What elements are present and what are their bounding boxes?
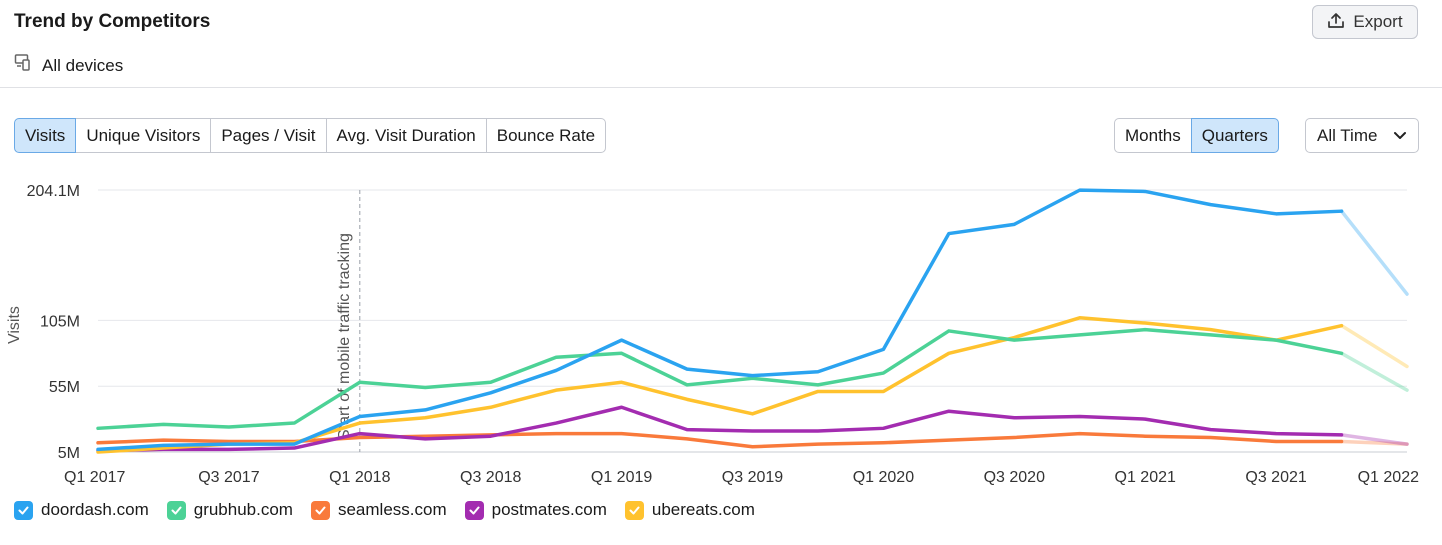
annotation-label: Start of mobile traffic tracking — [336, 233, 353, 440]
x-tick-label: Q3 2019 — [722, 469, 783, 486]
series-line — [96, 327, 1344, 431]
x-tick-label: Q1 2020 — [853, 469, 914, 486]
chevron-down-icon — [1393, 126, 1407, 146]
legend: doordash.com grubhub.com seamless.com po… — [14, 500, 755, 520]
x-tick-label: Q1 2017 — [64, 469, 125, 486]
y-tick-label: 204.1M — [27, 183, 80, 200]
y-tick-label: 5M — [58, 445, 80, 462]
tab-avg-visit-duration[interactable]: Avg. Visit Duration — [325, 118, 487, 153]
x-tick-label: Q1 2022 — [1358, 469, 1419, 486]
export-button[interactable]: Export — [1312, 5, 1418, 39]
y-tick-label: 55M — [49, 379, 80, 396]
x-tick-label: Q1 2019 — [591, 469, 652, 486]
time-range-value: All Time — [1317, 125, 1378, 145]
x-tick-label: Q3 2018 — [460, 469, 521, 486]
legend-item-ubereats[interactable]: ubereats.com — [624, 500, 755, 520]
checkbox-icon[interactable] — [310, 500, 330, 520]
tab-months[interactable]: Months — [1114, 118, 1192, 153]
legend-label: ubereats.com — [651, 500, 755, 519]
x-tick-label: Q1 2018 — [329, 469, 390, 486]
page-title: Trend by Competitors — [14, 11, 211, 32]
devices-icon — [14, 53, 34, 78]
series-line-partial — [1339, 209, 1409, 296]
legend-label: grubhub.com — [193, 500, 293, 519]
y-axis-title-wrap: Visits — [0, 300, 30, 350]
x-tick-label: Q3 2021 — [1245, 469, 1306, 486]
series-line-partial — [1339, 323, 1409, 369]
x-tick-label: Q3 2017 — [198, 469, 259, 486]
y-tick-label: 105M — [40, 313, 80, 330]
legend-label: seamless.com — [337, 500, 447, 519]
checkbox-icon[interactable] — [166, 500, 186, 520]
legend-label: postmates.com — [491, 500, 607, 519]
x-tick-label: Q3 2020 — [984, 469, 1045, 486]
checkbox-icon[interactable] — [624, 500, 644, 520]
tab-pages-per-visit[interactable]: Pages / Visit — [210, 118, 327, 153]
series-line — [96, 405, 1344, 453]
device-filter[interactable]: All devices — [14, 53, 123, 78]
legend-item-postmates[interactable]: postmates.com — [464, 500, 607, 520]
legend-label: doordash.com — [41, 500, 149, 519]
tab-quarters[interactable]: Quarters — [1190, 118, 1279, 153]
legend-item-seamless[interactable]: seamless.com — [310, 500, 447, 520]
header-divider — [0, 87, 1442, 88]
series-line-partial — [1339, 351, 1409, 392]
tab-visits[interactable]: Visits — [14, 118, 77, 153]
legend-item-grubhub[interactable]: grubhub.com — [166, 500, 293, 520]
time-range-select[interactable]: All Time — [1305, 118, 1419, 153]
y-axis-title: Visits — [6, 306, 23, 344]
tab-bounce-rate[interactable]: Bounce Rate — [485, 118, 607, 153]
checkbox-icon[interactable] — [14, 500, 33, 520]
x-tick-label: Q1 2021 — [1115, 469, 1176, 486]
checkbox-icon[interactable] — [464, 500, 484, 520]
series-line — [96, 188, 1344, 452]
visits-chart: 5M 55M 105M 204.1M Q1 2017 Q3 2017 Q1 2018 Q3 2… — [27, 183, 1419, 486]
export-label: Export — [1353, 12, 1403, 31]
period-tabs: Months Quarters — [1114, 118, 1279, 153]
series-line-partial — [1339, 439, 1409, 446]
metric-tabs: Visits Unique Visitors Pages / Visit Avg… — [14, 118, 607, 153]
series-line-partial — [1339, 433, 1409, 446]
legend-item-doordash[interactable]: doordash.com — [14, 500, 149, 520]
tab-unique-visitors[interactable]: Unique Visitors — [75, 118, 212, 153]
devices-label: All devices — [42, 55, 124, 75]
upload-icon — [1327, 11, 1345, 34]
